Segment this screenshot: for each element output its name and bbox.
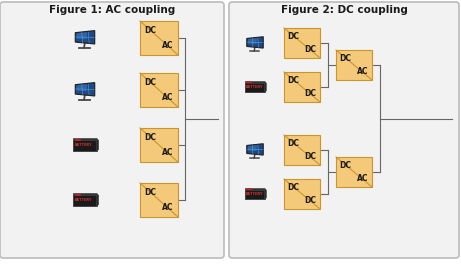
- Text: DC: DC: [340, 54, 352, 63]
- Text: BATTERY: BATTERY: [75, 198, 93, 202]
- Polygon shape: [97, 193, 99, 206]
- Text: BATTERY: BATTERY: [75, 143, 93, 147]
- FancyBboxPatch shape: [336, 50, 372, 80]
- Polygon shape: [248, 145, 257, 151]
- Polygon shape: [73, 139, 99, 141]
- Text: DC: DC: [144, 188, 156, 197]
- Text: DC: DC: [304, 45, 316, 54]
- FancyBboxPatch shape: [245, 189, 265, 199]
- Text: DC: DC: [304, 152, 316, 161]
- Polygon shape: [247, 37, 263, 48]
- FancyBboxPatch shape: [284, 72, 320, 102]
- Text: DC: DC: [288, 32, 300, 40]
- Polygon shape: [245, 189, 266, 190]
- FancyBboxPatch shape: [284, 135, 320, 165]
- Text: AC: AC: [356, 174, 368, 183]
- Text: BATTERY: BATTERY: [245, 85, 263, 89]
- FancyBboxPatch shape: [140, 128, 178, 162]
- FancyBboxPatch shape: [0, 2, 224, 258]
- Polygon shape: [248, 38, 257, 44]
- Text: AC: AC: [162, 41, 173, 50]
- FancyBboxPatch shape: [229, 2, 459, 258]
- FancyBboxPatch shape: [140, 73, 178, 107]
- Text: DC: DC: [340, 161, 352, 170]
- Text: Figure 2: DC coupling: Figure 2: DC coupling: [281, 5, 408, 15]
- FancyBboxPatch shape: [73, 193, 97, 206]
- Polygon shape: [73, 193, 99, 196]
- Text: DC: DC: [144, 133, 156, 142]
- Text: BATTERY: BATTERY: [245, 192, 263, 196]
- Polygon shape: [77, 84, 87, 91]
- FancyBboxPatch shape: [336, 157, 372, 187]
- FancyBboxPatch shape: [245, 81, 265, 92]
- Text: DC: DC: [144, 78, 156, 87]
- Text: AC: AC: [356, 67, 368, 76]
- Polygon shape: [97, 139, 99, 151]
- Text: AC: AC: [162, 93, 173, 102]
- Text: DC: DC: [304, 196, 316, 205]
- Polygon shape: [265, 189, 266, 199]
- Text: DC: DC: [288, 183, 300, 192]
- FancyBboxPatch shape: [284, 28, 320, 58]
- Polygon shape: [77, 32, 87, 39]
- FancyBboxPatch shape: [140, 183, 178, 217]
- Polygon shape: [245, 81, 266, 83]
- FancyBboxPatch shape: [284, 179, 320, 209]
- Polygon shape: [247, 144, 263, 155]
- Polygon shape: [76, 31, 95, 44]
- FancyBboxPatch shape: [73, 139, 97, 151]
- Text: DC: DC: [144, 26, 156, 35]
- Text: DC: DC: [288, 139, 300, 148]
- Text: AC: AC: [162, 148, 173, 157]
- Text: DC: DC: [288, 76, 300, 85]
- FancyBboxPatch shape: [140, 21, 178, 55]
- Text: Figure 1: AC coupling: Figure 1: AC coupling: [49, 5, 175, 15]
- Polygon shape: [76, 83, 95, 96]
- Text: AC: AC: [162, 203, 173, 212]
- Text: DC: DC: [304, 90, 316, 98]
- Polygon shape: [265, 81, 266, 92]
